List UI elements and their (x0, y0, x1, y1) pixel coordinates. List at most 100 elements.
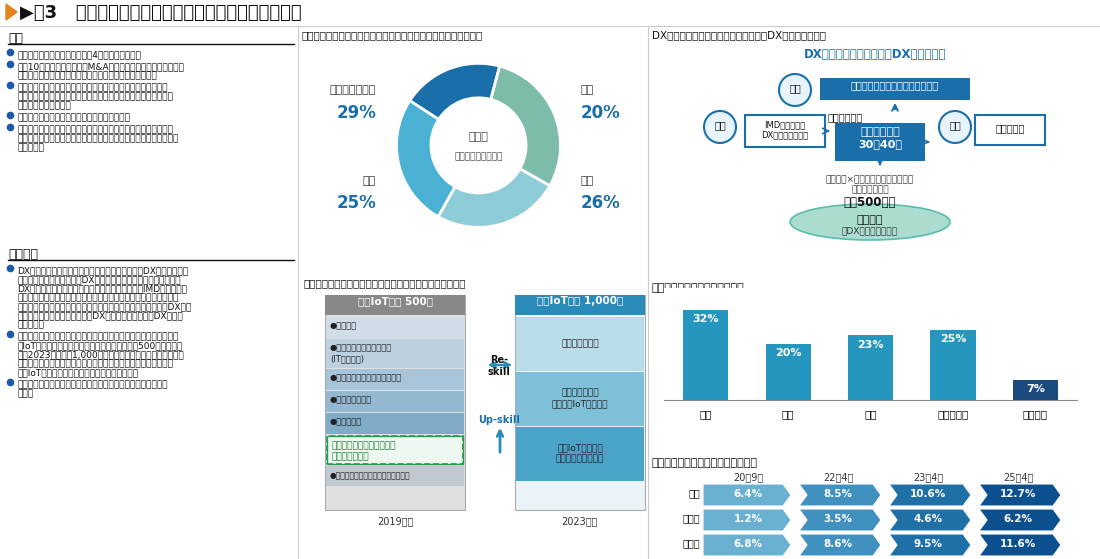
FancyBboxPatch shape (326, 413, 464, 434)
Text: 画像IoT人財 1,000人: 画像IoT人財 1,000人 (537, 296, 623, 306)
Text: 8.6%: 8.6% (824, 539, 852, 549)
Text: 20%: 20% (776, 348, 802, 358)
Polygon shape (979, 484, 1062, 506)
Text: 23%: 23% (857, 339, 884, 349)
Text: ポートできる体制と、組織開発やレジリエンスプログラムなどの施: ポートできる体制と、組織開発やレジリエンスプログラムなどの施 (16, 134, 178, 143)
Text: クプレイス事業、プロフェッショナルプリント事業で開始）。DXリー: クプレイス事業、プロフェッショナルプリント事業で開始）。DXリー (16, 302, 191, 311)
Text: 日本での女性活躍推進：管理職および上位経営層の女性比率を: 日本での女性活躍推進：管理職および上位経営層の女性比率を (16, 380, 167, 389)
FancyBboxPatch shape (820, 78, 970, 100)
Text: (ITサービス): (ITサービス) (330, 354, 364, 363)
Text: 役員: 役員 (689, 488, 700, 498)
Text: ●デジタルワークプレイス（複合機）: ●デジタルワークプレイス（複合機） (330, 471, 410, 480)
Polygon shape (703, 484, 791, 506)
Bar (848, 335, 893, 400)
Text: 11.6%: 11.6% (1000, 539, 1036, 549)
Text: ▶嘦3   コニカミノルタ株式会社　中期経営計画　人財: ▶嘦3 コニカミノルタ株式会社 中期経営計画 人財 (20, 4, 301, 22)
Text: DXビジネスの拡大、社内DXの推進加速: DXビジネスの拡大、社内DXの推進加速 (804, 48, 946, 61)
Text: 人財要件: 人財要件 (857, 215, 883, 225)
Text: 候補人財可視化: 候補人財可視化 (851, 185, 889, 194)
Polygon shape (703, 509, 791, 531)
Text: 画像IoT分野へのスムーズな人財シフトを推進。: 画像IoT分野へのスムーズな人財シフトを推進。 (16, 368, 138, 377)
Bar (766, 344, 811, 400)
Text: 教育: 教育 (714, 120, 726, 130)
Text: 3.5%: 3.5% (824, 514, 852, 524)
Text: 地域別: 地域別 (469, 132, 488, 142)
Text: 32%: 32% (693, 314, 719, 324)
Text: 変革の軸×デジタルの軸で絞り込み: 変革の軸×デジタルの軸で絞り込み (826, 175, 914, 184)
Text: DXビジネスをお客様の近くで牽引するDXリーダーの育成: DXビジネスをお客様の近くで牽引するDXリーダーの育成 (652, 30, 826, 40)
Text: 薫陶: 薫陶 (949, 120, 961, 130)
Text: グループ従業員割合: グループ従業員割合 (454, 152, 503, 162)
Text: ●デジタルワークプレイス: ●デジタルワークプレイス (330, 343, 393, 352)
Text: 画像IoT人財 500人: 画像IoT人財 500人 (358, 296, 432, 306)
Text: 経験: 経験 (789, 83, 801, 93)
Text: 26%: 26% (581, 194, 620, 212)
Text: 2019年度: 2019年度 (377, 516, 414, 526)
Circle shape (704, 111, 736, 143)
Text: Re-
skill: Re- skill (487, 355, 510, 377)
Circle shape (779, 74, 811, 106)
Text: 向上。: 向上。 (16, 389, 33, 398)
Text: リモートワークを主流とする働き方にも対応した心身の健康をサ: リモートワークを主流とする働き方にも対応した心身の健康をサ (16, 125, 173, 134)
Text: グローバルに提供するグループ共通の人事・処遇制度や人財流: グローバルに提供するグループ共通の人事・処遇制度や人財流 (16, 83, 167, 92)
FancyBboxPatch shape (326, 391, 464, 412)
Text: 29%: 29% (337, 103, 376, 121)
Text: ●プロフェッショナルプリント: ●プロフェッショナルプリント (330, 373, 403, 382)
Text: ●基礎研究: ●基礎研究 (330, 321, 358, 330)
Polygon shape (889, 509, 971, 531)
Text: 6.4%: 6.4% (734, 489, 762, 499)
Text: 2023年度: 2023年度 (562, 516, 598, 526)
Wedge shape (491, 66, 561, 186)
Text: 22年4月: 22年4月 (823, 472, 854, 482)
Text: 日本: 日本 (581, 176, 594, 186)
Bar (1013, 380, 1058, 400)
Text: 女性が活躍できる組織風土、教育研修、制度。: 女性が活躍できる組織風土、教育研修、制度。 (16, 113, 130, 122)
Text: 12.7%: 12.7% (1000, 489, 1036, 499)
Polygon shape (979, 509, 1062, 531)
Text: 高度専門職育成: 高度専門職育成 (561, 389, 598, 397)
Text: 25%: 25% (337, 194, 376, 212)
Text: 23年4月: 23年4月 (913, 472, 943, 482)
Text: 戦略的グローバルアサインメント: 戦略的グローバルアサインメント (851, 80, 939, 90)
FancyBboxPatch shape (515, 295, 645, 315)
FancyBboxPatch shape (516, 427, 644, 481)
Text: 基本戦略: 基本戦略 (8, 248, 39, 261)
Text: ニーズに対応する体系的な教育プログラムを整備し、別事業から: ニーズに対応する体系的な教育プログラムを整備し、別事業から (16, 359, 173, 368)
Polygon shape (703, 534, 791, 556)
Ellipse shape (790, 204, 950, 240)
Text: 6.8%: 6.8% (734, 539, 762, 549)
Bar (683, 310, 728, 400)
FancyBboxPatch shape (516, 317, 644, 371)
Text: 専門技術マッチング: 専門技術マッチング (556, 454, 604, 463)
Text: オフィスのプリント縮小で: オフィスのプリント縮小で (331, 441, 396, 450)
Text: DX領域で定評のあるスイスのビジネススクール「IMD」と共同で: DX領域で定評のあるスイスのビジネススクール「IMD」と共同で (16, 284, 187, 293)
Text: アジア・その他: アジア・その他 (330, 86, 376, 96)
Bar (931, 330, 976, 400)
Text: 20年9月: 20年9月 (733, 472, 763, 482)
Text: 10.6%: 10.6% (910, 489, 946, 499)
Text: 個別育成計画: 個別育成計画 (827, 112, 862, 122)
Text: ●インダストリー: ●インダストリー (330, 395, 372, 404)
Text: 4.6%: 4.6% (913, 514, 943, 524)
Text: とに挑戦できる機会。: とに挑戦できる機会。 (16, 101, 70, 110)
Text: 画像IoT転換教育: 画像IoT転換教育 (557, 443, 603, 452)
Text: 7%: 7% (1026, 385, 1045, 394)
Text: （約500名）: （約500名） (844, 196, 896, 209)
Text: グローバルでの女性管理職比率: グローバルでの女性管理職比率 (652, 283, 745, 293)
Wedge shape (438, 169, 550, 228)
FancyBboxPatch shape (326, 466, 464, 486)
Polygon shape (889, 534, 971, 556)
FancyBboxPatch shape (326, 369, 464, 390)
Text: 9.5%: 9.5% (914, 539, 943, 549)
Text: 多様性ある人的資源を活かし、地域をまたがりグローバルに活用: 多様性ある人的資源を活かし、地域をまたがりグローバルに活用 (302, 30, 483, 40)
Text: Up-skill: Up-skill (478, 415, 520, 425)
Text: （DXリーダー要件）: （DXリーダー要件） (842, 226, 898, 235)
FancyBboxPatch shape (326, 317, 464, 338)
Text: 加速する。: 加速する。 (16, 320, 44, 329)
Text: 北米: 北米 (581, 86, 594, 96)
Text: アセスメント、教育プログラムを推進（第１弾としてデジタルワー: アセスメント、教育プログラムを推進（第１弾としてデジタルワー (16, 293, 178, 302)
Text: 6.2%: 6.2% (1003, 514, 1033, 524)
FancyBboxPatch shape (326, 339, 464, 368)
FancyBboxPatch shape (324, 295, 465, 510)
Circle shape (939, 111, 971, 143)
